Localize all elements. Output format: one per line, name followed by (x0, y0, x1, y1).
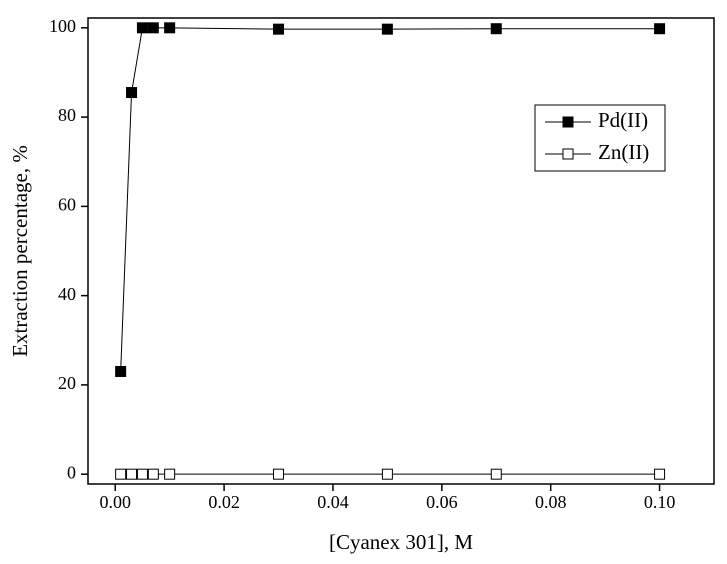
marker (164, 22, 176, 34)
y-tick-label: 20 (58, 373, 76, 393)
y-tick-label: 100 (49, 16, 76, 36)
y-tick-label: 60 (58, 194, 76, 214)
marker (115, 366, 127, 378)
y-axis-title: Extraction percentage, % (8, 145, 32, 357)
marker (273, 468, 285, 480)
marker (381, 468, 393, 480)
marker (490, 23, 502, 35)
x-tick-label: 0.02 (208, 492, 240, 512)
marker (654, 23, 666, 35)
x-tick-label: 0.10 (644, 492, 676, 512)
legend-marker (562, 116, 574, 128)
series-line (120, 27, 660, 372)
marker (147, 468, 159, 480)
x-tick-label: 0.06 (426, 492, 458, 512)
y-tick-label: 80 (58, 105, 76, 125)
legend-box (534, 104, 666, 172)
x-tick-label: 0.08 (535, 492, 567, 512)
y-tick-label: 0 (67, 462, 76, 482)
x-axis-title: [Cyanex 301], M (329, 530, 473, 554)
marker (164, 468, 176, 480)
marker (381, 23, 393, 35)
marker (490, 468, 502, 480)
x-tick-label: 0.04 (317, 492, 349, 512)
legend-text: Pd(II) (598, 108, 648, 132)
legend-text: Zn(II) (598, 140, 649, 164)
marker (147, 22, 159, 34)
marker (115, 468, 127, 480)
marker (136, 22, 148, 34)
marker (654, 468, 666, 480)
y-tick-label: 40 (58, 284, 76, 304)
marker (136, 468, 148, 480)
x-tick-label: 0.00 (99, 492, 131, 512)
marker (126, 468, 138, 480)
marker (126, 87, 138, 99)
plot-frame (87, 17, 715, 485)
marker (273, 23, 285, 35)
legend-marker (562, 148, 574, 160)
